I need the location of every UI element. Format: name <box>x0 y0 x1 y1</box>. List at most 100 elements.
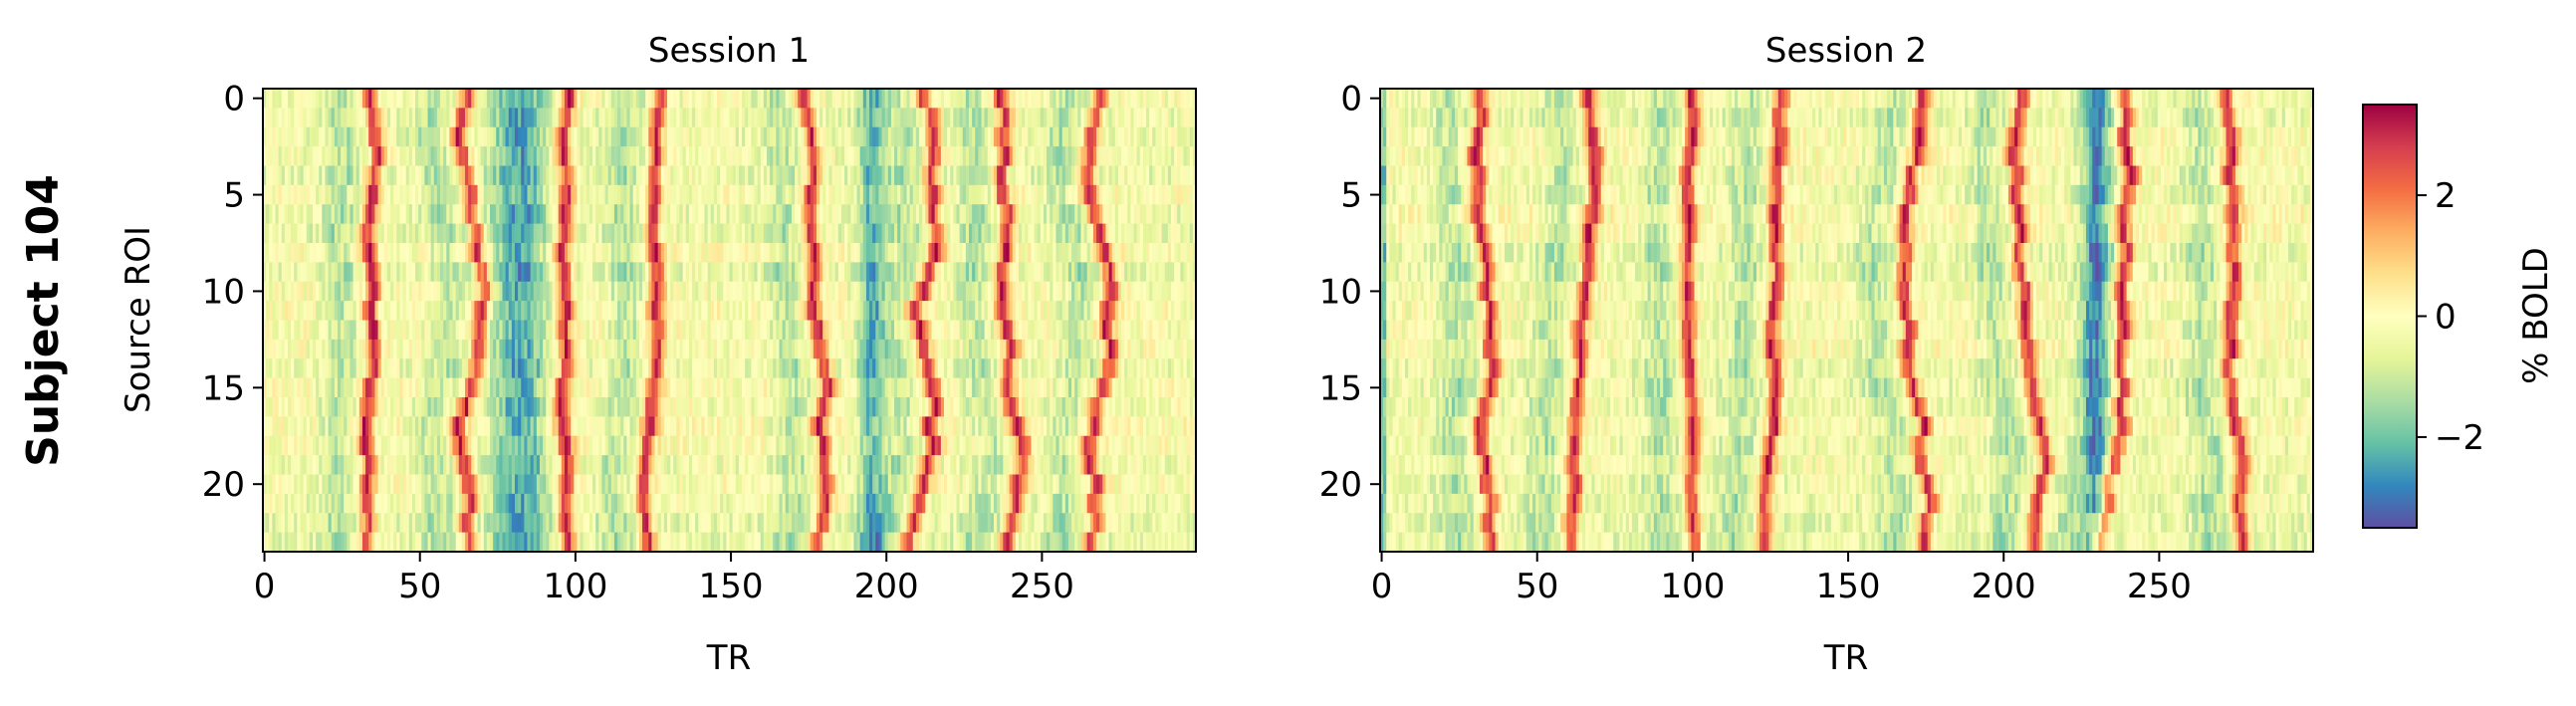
heatmap-cell <box>635 108 640 128</box>
heatmap-cell <box>875 89 880 109</box>
heatmap-cell <box>834 108 839 128</box>
heatmap-cell <box>284 146 289 167</box>
heatmap-cell <box>1034 108 1039 128</box>
heatmap-cell <box>284 89 289 109</box>
heatmap-cell <box>1083 126 1088 147</box>
heatmap-cell <box>1142 108 1147 128</box>
heatmap-cell <box>539 146 544 167</box>
heatmap-cell <box>1028 108 1033 128</box>
heatmap-cell <box>956 108 961 128</box>
heatmap-cell <box>1189 89 1194 109</box>
heatmap-cell <box>402 126 407 147</box>
heatmap-cell <box>667 146 671 167</box>
heatmap-cell <box>368 126 372 147</box>
heatmap-cell <box>1124 89 1128 109</box>
heatmap-cell <box>287 126 292 147</box>
heatmap-cell <box>1055 126 1060 147</box>
heatmap-cell <box>1130 89 1135 109</box>
heatmap-cell <box>552 146 557 167</box>
heatmap-cell <box>471 89 475 109</box>
heatmap-cell <box>635 146 640 167</box>
heatmap-cell <box>483 89 488 109</box>
heatmap-cell <box>1077 89 1082 109</box>
heatmap-cell <box>676 146 681 167</box>
heatmap-cell <box>872 108 876 128</box>
heatmap-cell <box>862 108 867 128</box>
heatmap-cell <box>757 126 762 147</box>
heatmap-cell <box>465 108 469 128</box>
heatmap-cell <box>455 126 460 147</box>
heatmap-cell <box>820 126 823 147</box>
heatmap-cell <box>402 146 407 167</box>
heatmap-cell <box>601 108 606 128</box>
heatmap-cell <box>707 89 712 109</box>
heatmap-cell <box>527 126 532 147</box>
heatmap-cell <box>275 108 280 128</box>
heatmap-cell <box>465 146 469 167</box>
heatmap-cell <box>707 126 712 147</box>
heatmap-cell <box>735 108 740 128</box>
heatmap-cell <box>421 126 426 147</box>
heatmap-cell <box>620 126 624 147</box>
heatmap-cell <box>972 126 976 147</box>
heatmap-cell <box>418 89 422 109</box>
heatmap-cell <box>452 108 457 128</box>
heatmap-cell <box>626 89 631 109</box>
heatmap-cell <box>355 146 360 167</box>
heatmap-cell <box>365 108 369 128</box>
heatmap-cell <box>934 89 939 109</box>
heatmap-cell <box>1183 89 1188 109</box>
heatmap-cell <box>477 126 482 147</box>
heatmap-cell <box>825 108 830 128</box>
heatmap-cell <box>399 126 404 147</box>
heatmap-cell <box>493 146 497 167</box>
heatmap-cell <box>352 108 357 128</box>
heatmap-cell <box>595 89 599 109</box>
heatmap-cell <box>984 126 989 147</box>
heatmap-cell <box>1108 108 1113 128</box>
heatmap-cell <box>717 108 721 128</box>
heatmap-cell <box>493 108 497 128</box>
heatmap-cell <box>912 126 917 147</box>
heatmap-cell <box>365 146 369 167</box>
heatmap-cell <box>1089 126 1094 147</box>
heatmap-cell <box>990 89 995 109</box>
heatmap-cell <box>521 108 525 128</box>
heatmap-cell <box>543 89 547 109</box>
heatmap-cell <box>533 108 538 128</box>
heatmap-cell <box>657 108 662 128</box>
heatmap-cell <box>959 126 964 147</box>
heatmap-cell <box>1149 126 1153 147</box>
heatmap-cell <box>306 126 311 147</box>
heatmap-cell <box>720 126 724 147</box>
heatmap-cell <box>1146 108 1150 128</box>
heatmap-cell <box>337 89 342 109</box>
heatmap-cell <box>480 126 485 147</box>
subject-label: Subject 104 <box>18 174 69 467</box>
heatmap-cell <box>947 108 951 128</box>
heatmap-cell <box>1180 126 1185 147</box>
heatmap-cell <box>890 126 895 147</box>
heatmap-cell <box>598 126 603 147</box>
heatmap-cell <box>309 108 314 128</box>
heatmap-cell <box>371 108 376 128</box>
heatmap-cell <box>654 126 659 147</box>
heatmap-cell <box>427 146 432 167</box>
heatmap-cell <box>561 108 566 128</box>
heatmap-cell <box>1025 126 1029 147</box>
heatmap-cell <box>1183 108 1188 128</box>
heatmap-cell <box>807 126 812 147</box>
heatmap-cell <box>1034 89 1039 109</box>
heatmap-cell <box>325 89 330 109</box>
heatmap-cell <box>701 126 706 147</box>
heatmap-cell <box>1114 89 1119 109</box>
heatmap-cell <box>919 108 923 128</box>
heatmap-cell <box>748 126 752 147</box>
heatmap-cell <box>355 126 360 147</box>
heatmap-cell <box>322 126 327 147</box>
heatmap-cell <box>524 89 529 109</box>
heatmap-cell <box>577 89 582 109</box>
heatmap-cell <box>555 126 560 147</box>
heatmap-cell <box>875 126 880 147</box>
heatmap-cell <box>1102 126 1107 147</box>
